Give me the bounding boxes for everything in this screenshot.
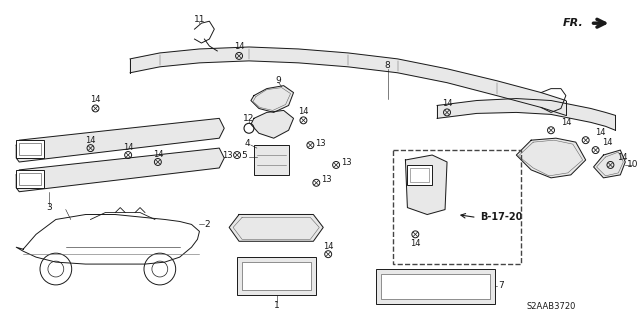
- Bar: [254, 145, 289, 175]
- Text: 14: 14: [617, 152, 628, 161]
- Bar: [237, 257, 316, 295]
- Bar: [19, 173, 41, 185]
- Text: 13: 13: [340, 159, 351, 167]
- Polygon shape: [251, 85, 294, 112]
- Polygon shape: [229, 214, 323, 241]
- Text: 14: 14: [90, 95, 100, 104]
- Bar: [242, 262, 311, 290]
- Text: 10: 10: [627, 160, 638, 169]
- Text: 14: 14: [442, 99, 452, 108]
- Bar: [408, 165, 432, 185]
- Text: 3: 3: [46, 203, 52, 212]
- Polygon shape: [16, 214, 200, 264]
- Text: 8: 8: [385, 61, 390, 70]
- Text: 14: 14: [595, 128, 606, 137]
- Text: 14: 14: [298, 107, 308, 116]
- Bar: [381, 274, 490, 299]
- Text: 14: 14: [234, 42, 244, 51]
- Polygon shape: [16, 118, 224, 162]
- Text: 14: 14: [602, 138, 612, 147]
- Polygon shape: [130, 47, 566, 115]
- Text: 14: 14: [323, 242, 333, 251]
- Text: 1: 1: [274, 301, 280, 310]
- Text: 2: 2: [205, 220, 210, 229]
- Bar: [392, 150, 522, 264]
- Text: 13: 13: [321, 175, 332, 184]
- Text: 14: 14: [123, 143, 133, 152]
- Bar: [16, 140, 44, 158]
- Text: 14: 14: [85, 136, 96, 145]
- Polygon shape: [16, 148, 224, 192]
- Text: 7: 7: [499, 281, 504, 290]
- Bar: [376, 269, 495, 304]
- Polygon shape: [405, 155, 447, 214]
- Text: S2AAB3720: S2AAB3720: [526, 302, 575, 311]
- Text: 5: 5: [241, 151, 247, 160]
- Polygon shape: [437, 99, 616, 130]
- Text: 4: 4: [244, 139, 250, 148]
- Polygon shape: [516, 138, 586, 178]
- Polygon shape: [593, 150, 625, 178]
- Bar: [16, 170, 44, 188]
- Text: 9: 9: [276, 76, 282, 85]
- Text: 14: 14: [561, 118, 571, 127]
- Text: 12: 12: [243, 114, 255, 123]
- Text: 13: 13: [222, 151, 232, 160]
- Text: 11: 11: [194, 15, 205, 24]
- Bar: [410, 168, 429, 182]
- Text: FR.: FR.: [563, 18, 584, 28]
- Polygon shape: [251, 110, 294, 138]
- Bar: [19, 143, 41, 155]
- Text: 13: 13: [315, 139, 326, 148]
- Text: 14: 14: [410, 239, 420, 248]
- Text: B-17-20: B-17-20: [480, 212, 523, 222]
- Text: 14: 14: [152, 150, 163, 159]
